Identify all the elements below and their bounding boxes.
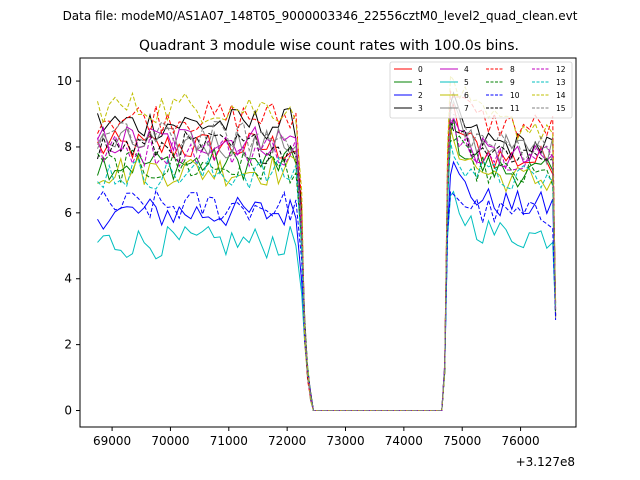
legend-label: 8 (510, 65, 515, 74)
y-tick-label: 0 (64, 404, 72, 418)
series-line-15 (97, 111, 557, 411)
y-tick-label: 6 (64, 206, 72, 220)
x-tick-label: 76000 (501, 434, 539, 448)
legend-label: 7 (464, 104, 469, 113)
y-tick-label: 4 (64, 272, 72, 286)
legend-label: 14 (556, 91, 566, 100)
series-line-14 (97, 74, 557, 411)
x-tick-label: 69000 (93, 434, 131, 448)
legend-label: 2 (418, 91, 423, 100)
legend-label: 11 (510, 104, 520, 113)
plot-lines (97, 74, 557, 411)
legend-label: 1 (418, 78, 423, 87)
series-line-2 (97, 160, 557, 411)
figure-suptitle: Data file: modeM0/AS1A07_148T05_90000033… (63, 9, 578, 23)
x-tick-label: 74000 (385, 434, 423, 448)
legend-label: 4 (464, 65, 469, 74)
series-line-1 (97, 117, 557, 411)
series-line-12 (97, 117, 557, 411)
legend-label: 10 (510, 91, 520, 100)
x-tick-label: 75000 (443, 434, 481, 448)
legend-label: 15 (556, 104, 566, 113)
y-tick-label: 2 (64, 338, 72, 352)
axes-frame (79, 57, 577, 428)
x-tick-label: 71000 (210, 434, 248, 448)
series-line-9 (97, 135, 557, 411)
legend-label: 3 (418, 104, 423, 113)
series-line-8 (97, 89, 557, 411)
x-axis: 69000 70000 71000 72000 73000 74000 75000 76000 (93, 427, 540, 448)
series-line-7 (97, 99, 557, 411)
x-tick-label: 70000 (151, 434, 189, 448)
legend-label: 6 (464, 91, 469, 100)
series-line-5 (97, 190, 557, 411)
x-tick-label: 73000 (326, 434, 364, 448)
x-tick-label: 72000 (268, 434, 306, 448)
legend-box (389, 61, 573, 119)
y-axis: 0 2 4 6 8 10 (57, 74, 80, 418)
y-tick-label: 8 (64, 140, 72, 154)
legend-label: 13 (556, 78, 566, 87)
series-line-0 (97, 103, 557, 411)
legend-label: 0 (418, 65, 423, 74)
y-tick-label: 10 (57, 74, 72, 88)
series-line-6 (97, 127, 557, 411)
series-line-10 (97, 188, 557, 411)
legend-label: 9 (510, 78, 515, 87)
x-offset-label: +3.127e8 (516, 455, 575, 469)
series-line-4 (97, 116, 557, 411)
chart-title: Quadrant 3 module wise count rates with … (139, 38, 519, 54)
legend-label: 12 (556, 65, 566, 74)
series-line-13 (97, 142, 557, 411)
series-line-11 (97, 121, 557, 411)
legend-label: 5 (464, 78, 469, 87)
